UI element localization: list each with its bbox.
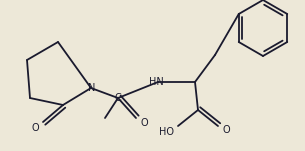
Text: O: O — [222, 125, 230, 135]
Text: O: O — [140, 118, 148, 128]
Text: HO: HO — [159, 127, 174, 137]
Text: C: C — [115, 93, 121, 103]
Text: HN: HN — [149, 77, 163, 87]
Text: N: N — [88, 83, 96, 93]
Text: O: O — [31, 123, 39, 133]
